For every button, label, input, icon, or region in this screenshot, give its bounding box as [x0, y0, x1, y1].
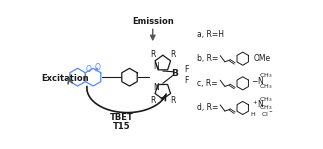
Text: CH$_3$: CH$_3$: [259, 71, 273, 80]
Text: TBET: TBET: [110, 113, 134, 122]
Text: F: F: [184, 65, 188, 74]
Text: Cl$^-$: Cl$^-$: [261, 110, 273, 118]
Text: Excitation: Excitation: [41, 74, 89, 83]
Text: B: B: [171, 69, 178, 78]
Text: OMe: OMe: [254, 54, 271, 63]
Text: R: R: [150, 96, 155, 105]
Text: O: O: [85, 65, 91, 74]
Text: $^+$N: $^+$N: [251, 98, 265, 110]
Text: O: O: [95, 63, 100, 72]
Text: T15: T15: [113, 122, 130, 131]
Text: H: H: [251, 112, 255, 117]
Text: R: R: [170, 96, 176, 105]
Text: CH$_3$: CH$_3$: [259, 95, 273, 104]
Text: N: N: [154, 83, 160, 92]
Text: CH$_3$: CH$_3$: [259, 104, 273, 112]
Text: F: F: [184, 76, 188, 85]
Text: R: R: [170, 50, 176, 59]
Text: R: R: [150, 50, 155, 59]
Text: CH$_3$: CH$_3$: [259, 82, 273, 91]
Text: a, R=H: a, R=H: [197, 30, 224, 39]
Text: b, R=: b, R=: [197, 54, 218, 63]
Text: N: N: [154, 62, 160, 71]
Text: Emission: Emission: [132, 17, 174, 26]
Text: c, R=: c, R=: [197, 79, 218, 88]
Text: $-$N: $-$N: [251, 75, 264, 86]
Text: d, R=: d, R=: [197, 103, 218, 112]
